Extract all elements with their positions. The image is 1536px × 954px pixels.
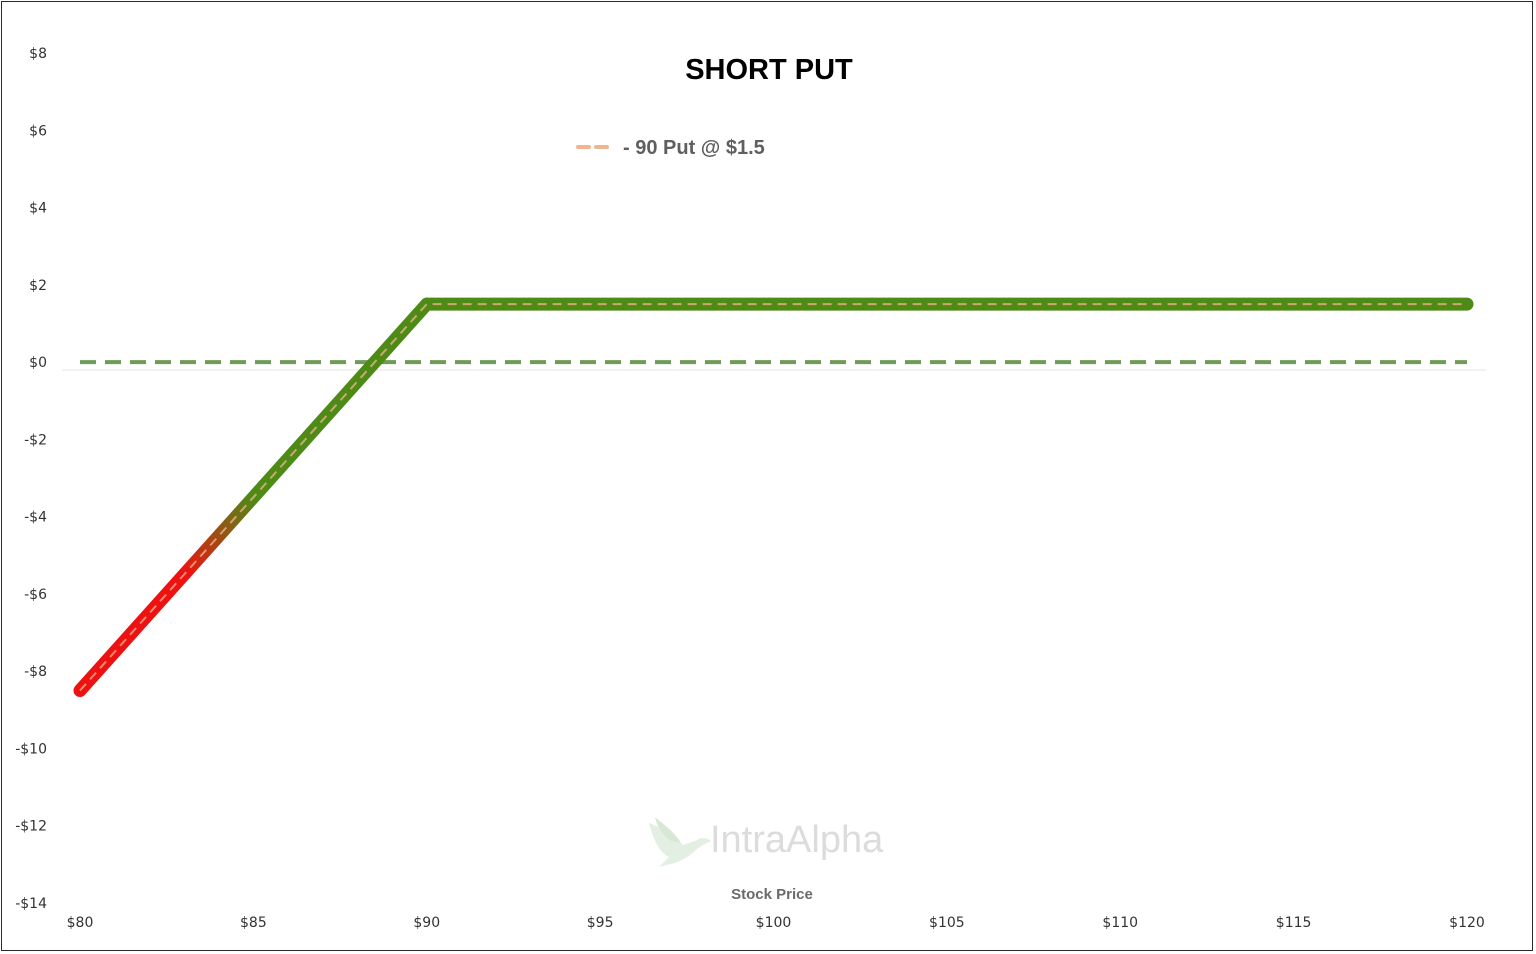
x-tick-label: $85 <box>240 915 267 931</box>
y-tick-label: $6 <box>29 123 47 139</box>
y-tick-label: -$6 <box>24 587 47 603</box>
x-tick-label: $100 <box>756 915 792 931</box>
legend: - 90 Put @ $1.5 <box>576 137 765 159</box>
y-tick-label: -$14 <box>15 896 47 912</box>
y-tick-label: -$2 <box>24 432 47 448</box>
y-tick-label: -$12 <box>15 819 47 835</box>
y-axis-ticks: $8 $6 $4 $2 $0 -$2 -$4 -$6 -$8 -$10 -$12 -$14 <box>15 46 47 912</box>
x-tick-label: $105 <box>929 915 965 931</box>
y-tick-label: $0 <box>29 355 47 371</box>
y-tick-label: -$4 <box>24 510 47 526</box>
x-tick-label: $115 <box>1276 915 1312 931</box>
x-axis-label: Stock Price <box>731 886 813 903</box>
watermark: IntraAlpha <box>649 817 884 867</box>
x-tick-label: $90 <box>413 915 440 931</box>
chart-title: SHORT PUT <box>685 54 853 86</box>
hummingbird-icon <box>649 817 711 867</box>
x-tick-label: $110 <box>1102 915 1138 931</box>
x-tick-label: $80 <box>67 915 94 931</box>
y-tick-label: -$8 <box>24 664 47 680</box>
y-tick-label: $4 <box>29 201 47 217</box>
y-tick-label: $8 <box>29 46 47 62</box>
x-tick-label: $120 <box>1449 915 1485 931</box>
watermark-text: IntraAlpha <box>710 819 884 861</box>
put-series-line <box>79 303 1467 692</box>
series-layer <box>73 297 1474 697</box>
legend-label: - 90 Put @ $1.5 <box>623 137 765 159</box>
x-tick-label: $95 <box>587 915 614 931</box>
y-tick-label: -$10 <box>15 741 47 757</box>
y-tick-label: $2 <box>29 278 47 294</box>
x-axis-ticks: $80 $85 $90 $95 $100 $105 $110 $115 $120 <box>67 915 1485 931</box>
